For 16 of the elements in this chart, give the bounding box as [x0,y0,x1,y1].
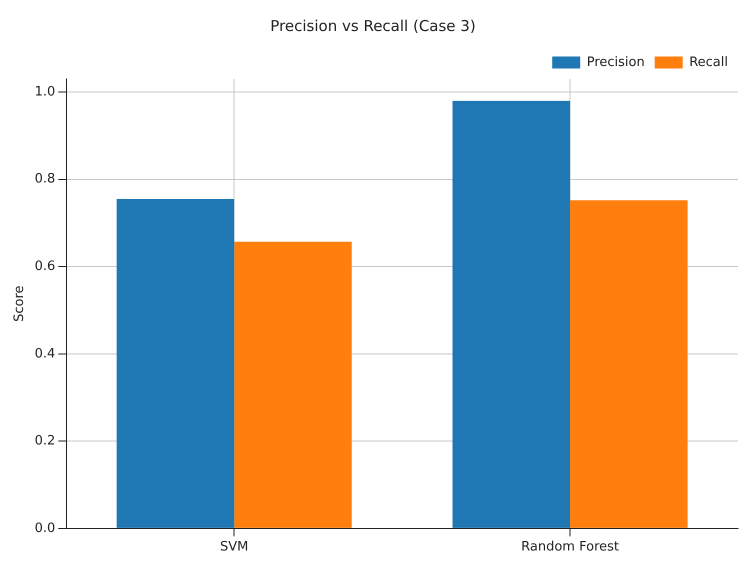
y-tick-label: 1.0 [34,84,56,100]
y-tick-label: 0.0 [34,520,56,536]
x-tick-label: SVM [220,540,248,555]
y-tick-label: 0.2 [34,434,56,449]
x-tick-label: Random Forest [521,540,619,555]
chart-title: Precision vs Recall (Case 3) [270,16,476,35]
bar [570,200,688,528]
legend-label: Precision [586,54,645,70]
y-tick-label: 0.8 [34,172,56,187]
y-tick-label: 0.4 [34,346,56,362]
y-tick-label: 0.6 [34,258,56,274]
y-axis-title: Score [12,285,28,322]
bar [452,100,570,528]
legend-label: Recall [689,54,728,70]
bar [234,242,352,528]
bar [116,198,234,528]
